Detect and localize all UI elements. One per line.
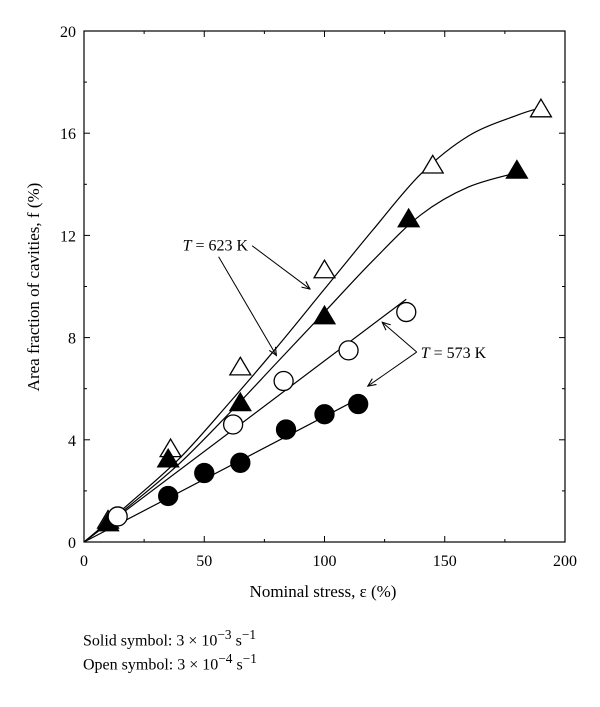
cavity-area-chart: 0 50 100 150 200 0 4 8 12 16 20 T = 623 K T = 573 K…: [24, 24, 577, 601]
y-tick-label: 0: [68, 535, 76, 552]
solid-circle-marker: [348, 393, 369, 415]
annotation-t623: T = 623 K: [183, 238, 249, 255]
annotation-arrow-t623: [218, 256, 277, 356]
solid-triangle-fit-curve: [83, 170, 522, 543]
open-triangle-marker: [529, 97, 553, 118]
open-rate-unit-exponent: −1: [242, 651, 257, 666]
solid-symbol-note: Solid symbol: 3 × 10−3 s−1: [83, 624, 256, 652]
solid-rate-exponent: −3: [217, 627, 232, 642]
open-circle-marker: [338, 340, 359, 361]
open-symbol-note-label: Open symbol: 3 × 10: [83, 656, 219, 674]
solid-circle-marker: [158, 485, 179, 507]
y-tick-label: 12: [60, 228, 76, 245]
solid-circle-marker: [194, 462, 215, 484]
open-circle-marker: [273, 370, 294, 392]
fit-curves: [83, 107, 542, 543]
solid-triangle-marker: [505, 159, 529, 179]
solid-triangle-marker: [312, 304, 337, 325]
open-triangle-fit-curve: [83, 107, 542, 543]
open-symbol-note: Open symbol: 3 × 10−4 s−1: [83, 648, 257, 676]
y-tick-label: 4: [68, 433, 76, 450]
solid-circle-marker: [230, 452, 251, 473]
open-triangle-marker: [421, 154, 445, 174]
annotation-arrow-t623: [251, 245, 310, 289]
solid-rate-unit: s: [231, 632, 242, 650]
open-triangle-marker: [228, 355, 252, 376]
x-tick-label: 0: [80, 553, 88, 570]
open-circle-fit-curve: [83, 298, 407, 543]
annotation-t573: T = 573 K: [421, 345, 487, 362]
open-circle-marker: [396, 301, 417, 323]
x-tick-label: 200: [553, 553, 577, 570]
plot-frame: [83, 30, 566, 543]
y-axis-label: Area fraction of cavities, f (%): [24, 183, 43, 392]
annotations: T = 623 K T = 573 K: [183, 238, 487, 386]
axes: 0 50 100 150 200 0 4 8 12 16 20: [60, 24, 577, 570]
solid-symbol-note-label: Solid symbol: 3 × 10: [83, 632, 218, 650]
open-circle-marker: [222, 414, 244, 435]
solid-triangle-marker: [228, 391, 252, 412]
open-triangle-marker: [312, 258, 337, 279]
solid-rate-unit-exponent: −1: [241, 627, 256, 642]
annotation-arrow-t573: [382, 322, 418, 353]
solid-triangle-marker: [397, 207, 421, 228]
solid-circle-marker: [275, 419, 297, 440]
x-axis-label: Nominal stress, ε (%): [250, 582, 397, 601]
open-rate-exponent: −4: [218, 651, 233, 666]
y-tick-label: 16: [60, 126, 76, 143]
y-tick-label: 20: [60, 24, 76, 41]
data-points: [96, 97, 553, 532]
open-rate-unit: s: [232, 656, 243, 674]
solid-circle-marker: [314, 404, 335, 425]
solid-circle-fit-curve: [83, 398, 359, 543]
solid-triangle-marker: [156, 447, 180, 468]
x-tick-label: 100: [313, 553, 337, 570]
x-tick-label: 50: [196, 553, 212, 570]
x-tick-label: 150: [433, 553, 457, 570]
annotation-arrow-t573: [368, 351, 417, 386]
open-circle-marker: [107, 506, 128, 527]
y-tick-label: 8: [68, 331, 76, 348]
